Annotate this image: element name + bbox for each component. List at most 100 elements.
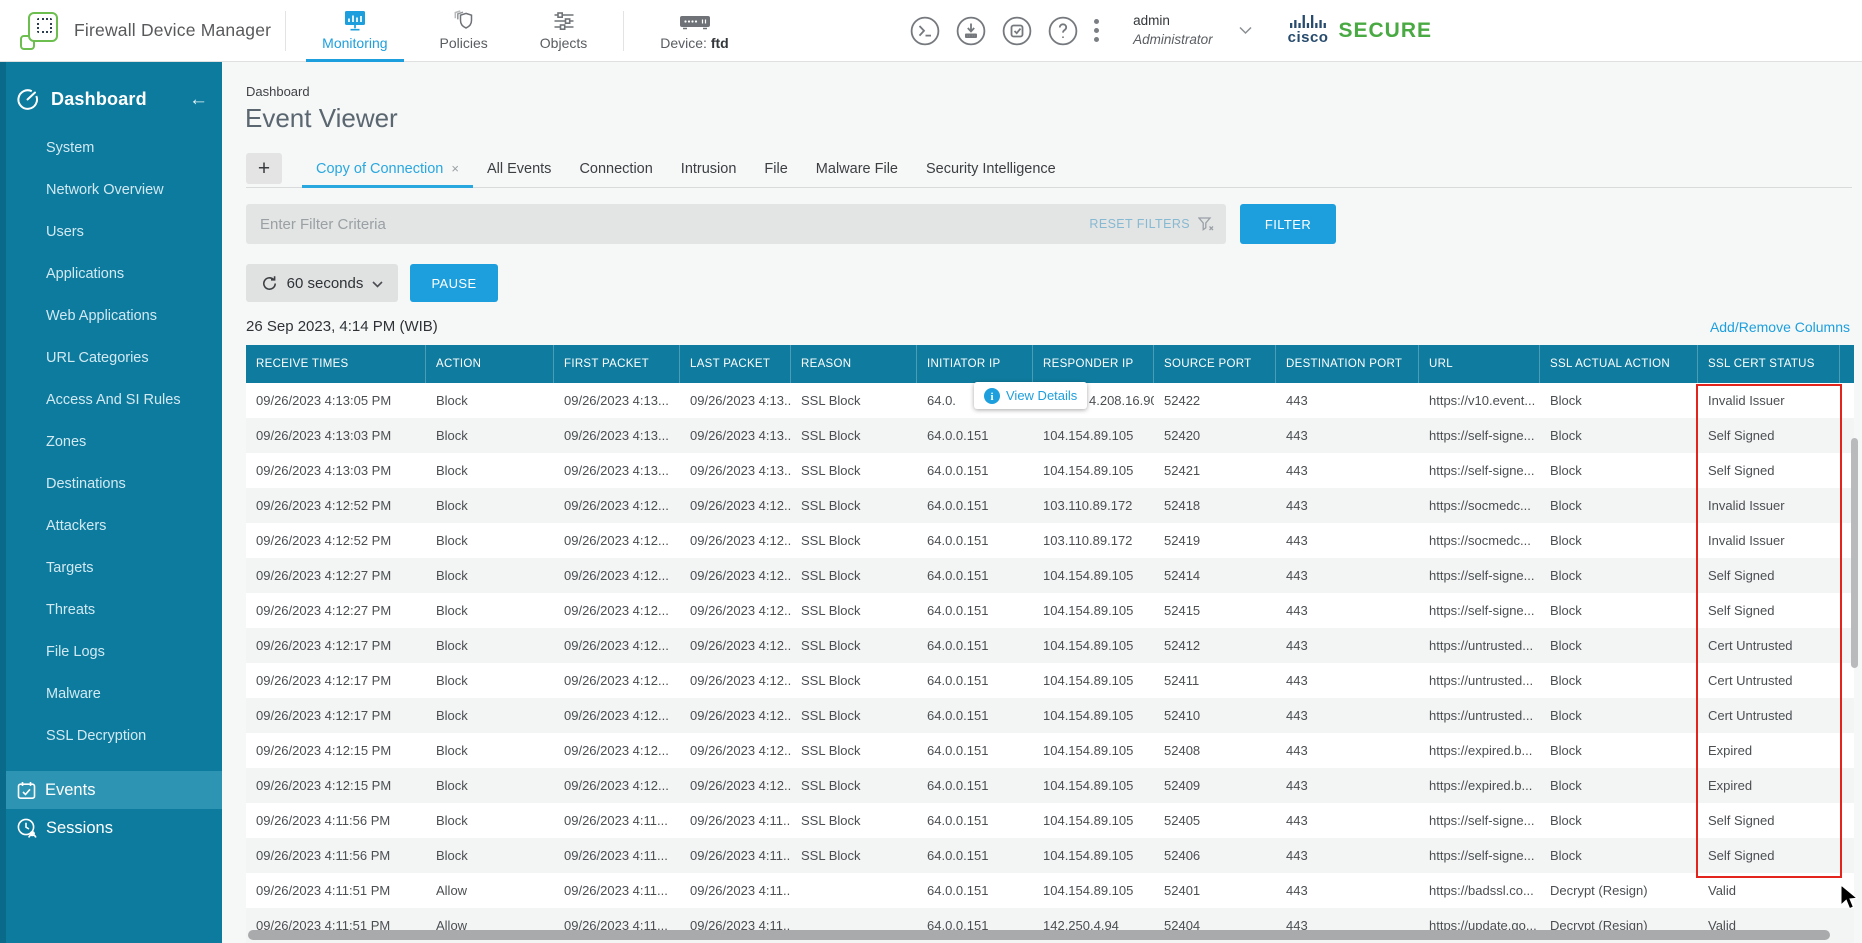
help-icon[interactable] [1048, 16, 1078, 46]
cell-ssl-cert-status: Expired [1708, 778, 1753, 793]
filter-button[interactable]: FILTER [1240, 204, 1336, 244]
cell-first-packet: 09/26/2023 4:11... [564, 848, 668, 863]
sidebar-item-web-applications[interactable]: Web Applications [46, 308, 157, 324]
cli-console-icon[interactable] [910, 16, 940, 46]
deploy-icon[interactable] [956, 16, 986, 46]
reset-filters-button[interactable]: RESET FILTERS [1089, 217, 1190, 231]
cell-initiator-ip: 64.0.0.151 [927, 813, 989, 828]
column-header-ssl-actual-action[interactable]: SSL ACTUAL ACTION [1540, 345, 1698, 383]
cell-source-port: 52404 [1164, 918, 1201, 933]
collapse-sidebar-icon[interactable]: ← [189, 88, 208, 110]
sidebar-item-events[interactable]: Events [0, 771, 222, 809]
tab-security-intelligence[interactable]: Security Intelligence [912, 150, 1070, 187]
column-header-receive-times[interactable]: RECEIVE TIMES [246, 345, 426, 383]
column-header-source-port[interactable]: SOURCE PORT [1154, 345, 1276, 383]
cell-url: https://self-signe... [1429, 568, 1535, 583]
column-header-responder-ip[interactable]: RESPONDER IP [1033, 345, 1154, 383]
user-menu[interactable]: admin Administrator [1133, 12, 1252, 48]
column-header-ssl-cert-status[interactable]: SSL CERT STATUS [1698, 345, 1840, 383]
cell-destination-port: 443 [1286, 428, 1308, 443]
nav-device[interactable]: Device: ftd [634, 0, 754, 62]
sidebar-item-file-logs[interactable]: File Logs [46, 644, 105, 660]
table-row[interactable]: 09/26/2023 4:12:27 PM Block 09/26/2023 4:1… [246, 593, 1854, 628]
gauge-icon [16, 88, 39, 111]
sidebar-item-attackers[interactable]: Attackers [46, 518, 107, 534]
cell-action: Block [436, 848, 468, 863]
tab-all-events[interactable]: All Events [473, 150, 565, 187]
table-row[interactable]: 09/26/2023 4:11:51 PM Allow 09/26/2023 4:1… [246, 873, 1854, 908]
tab-connection[interactable]: Connection [565, 150, 666, 187]
column-header-last-packet[interactable]: LAST PACKET [680, 345, 791, 383]
sidebar-item-ssl-decryption[interactable]: SSL Decryption [46, 728, 147, 744]
tab-malware-file[interactable]: Malware File [802, 150, 912, 187]
cell-first-packet: 09/26/2023 4:12... [564, 638, 669, 653]
table-row[interactable]: 09/26/2023 4:12:52 PM Block 09/26/2023 4:1… [246, 488, 1854, 523]
table-row[interactable]: 09/26/2023 4:12:17 PM Block 09/26/2023 4:1… [246, 663, 1854, 698]
sidebar-item-system[interactable]: System [46, 140, 95, 156]
nav-policies[interactable]: Policies [414, 0, 514, 62]
table-row[interactable]: 09/26/2023 4:13:03 PM Block 09/26/2023 4:1… [246, 418, 1854, 453]
table-row[interactable]: 09/26/2023 4:11:56 PM Block 09/26/2023 4:1… [246, 803, 1854, 838]
column-header-initiator-ip[interactable]: INITIATOR IP [917, 345, 1033, 383]
sidebar-item-targets[interactable]: Targets [46, 560, 94, 576]
cell-source-port: 52414 [1164, 568, 1201, 583]
tab-intrusion[interactable]: Intrusion [667, 150, 751, 187]
sidebar-item-destinations[interactable]: Destinations [46, 476, 126, 492]
sidebar-item-sessions[interactable]: Sessions [0, 809, 222, 847]
column-header-first-packet[interactable]: FIRST PACKET [554, 345, 680, 383]
filter-bar: RESET FILTERS [246, 204, 1226, 244]
tab-copy-of-connection[interactable]: Copy of Connection × [302, 150, 473, 188]
close-icon[interactable]: × [451, 161, 459, 176]
more-options-icon[interactable] [1094, 19, 1100, 42]
table-row[interactable]: 09/26/2023 4:12:17 PM Block 09/26/2023 4:1… [246, 628, 1854, 663]
sidebar-item-applications[interactable]: Applications [46, 266, 125, 282]
cell-first-packet: 09/26/2023 4:12... [564, 673, 669, 688]
sidebar-item-access-and-si-rules[interactable]: Access And SI Rules [46, 392, 181, 408]
cell-ssl-cert-status: Invalid Issuer [1708, 533, 1785, 548]
pause-button[interactable]: PAUSE [410, 264, 498, 302]
table-row[interactable]: 09/26/2023 4:12:52 PM Block 09/26/2023 4:1… [246, 523, 1854, 558]
table-row[interactable]: 09/26/2023 4:13:03 PM Block 09/26/2023 4:1… [246, 453, 1854, 488]
filter-input[interactable] [246, 204, 1090, 244]
column-header-url[interactable]: URL [1419, 345, 1540, 383]
tasks-icon[interactable] [1002, 16, 1032, 46]
nav-monitoring[interactable]: Monitoring [296, 0, 413, 62]
tab-file[interactable]: File [750, 150, 801, 187]
table-row[interactable]: 09/26/2023 4:12:27 PM Block 09/26/2023 4:1… [246, 558, 1854, 593]
sidebar-item-threats[interactable]: Threats [46, 602, 96, 618]
table-row[interactable]: 09/26/2023 4:11:56 PM Block 09/26/2023 4:1… [246, 838, 1854, 873]
refresh-row: 60 seconds PAUSE [246, 264, 1862, 302]
horizontal-scrollbar[interactable] [248, 930, 1830, 940]
cell-last-packet: 09/26/2023 4:12... [690, 743, 791, 758]
column-header-destination-port[interactable]: DESTINATION PORT [1276, 345, 1419, 383]
sidebar-item-users[interactable]: Users [46, 224, 84, 240]
sidebar-item-malware[interactable]: Malware [46, 686, 101, 702]
svg-text:i: i [990, 391, 993, 403]
refresh-interval-dropdown[interactable]: 60 seconds [246, 264, 398, 302]
table-row[interactable]: 09/26/2023 4:12:15 PM Block 09/26/2023 4:1… [246, 768, 1854, 803]
info-icon: i [984, 387, 1000, 404]
column-header-action[interactable]: ACTION [426, 345, 554, 383]
cell-receive-times: 09/26/2023 4:13:03 PM [256, 428, 392, 443]
nav-label: Policies [439, 35, 488, 51]
cell-source-port: 52405 [1164, 813, 1201, 828]
refresh-interval-value: 60 seconds [286, 274, 364, 292]
sidebar-item-url-categories[interactable]: URL Categories [46, 350, 149, 366]
vertical-scrollbar[interactable] [1851, 438, 1858, 668]
view-details-tooltip[interactable]: i View Details [974, 382, 1088, 409]
add-view-button[interactable]: + [246, 153, 282, 184]
add-remove-columns-link[interactable]: Add/Remove Columns [1709, 318, 1850, 335]
table-row[interactable]: 09/26/2023 4:12:17 PM Block 09/26/2023 4:1… [246, 698, 1854, 733]
cisco-wordmark: cisco [1287, 29, 1329, 46]
cell-initiator-ip: 64.0. [927, 393, 956, 408]
sidebar-item-network-overview[interactable]: Network Overview [46, 182, 164, 198]
table-row[interactable]: 09/26/2023 4:12:15 PM Block 09/26/2023 4:1… [246, 733, 1854, 768]
clear-filter-icon[interactable] [1198, 216, 1214, 232]
cell-action: Block [436, 638, 468, 653]
nav-objects[interactable]: Objects [514, 0, 613, 62]
column-header-reason[interactable]: REASON [791, 345, 917, 383]
cell-reason: SSL Block [801, 708, 861, 723]
cell-reason: SSL Block [801, 848, 861, 863]
cell-action: Block [436, 533, 468, 548]
sidebar-item-zones[interactable]: Zones [46, 434, 87, 450]
